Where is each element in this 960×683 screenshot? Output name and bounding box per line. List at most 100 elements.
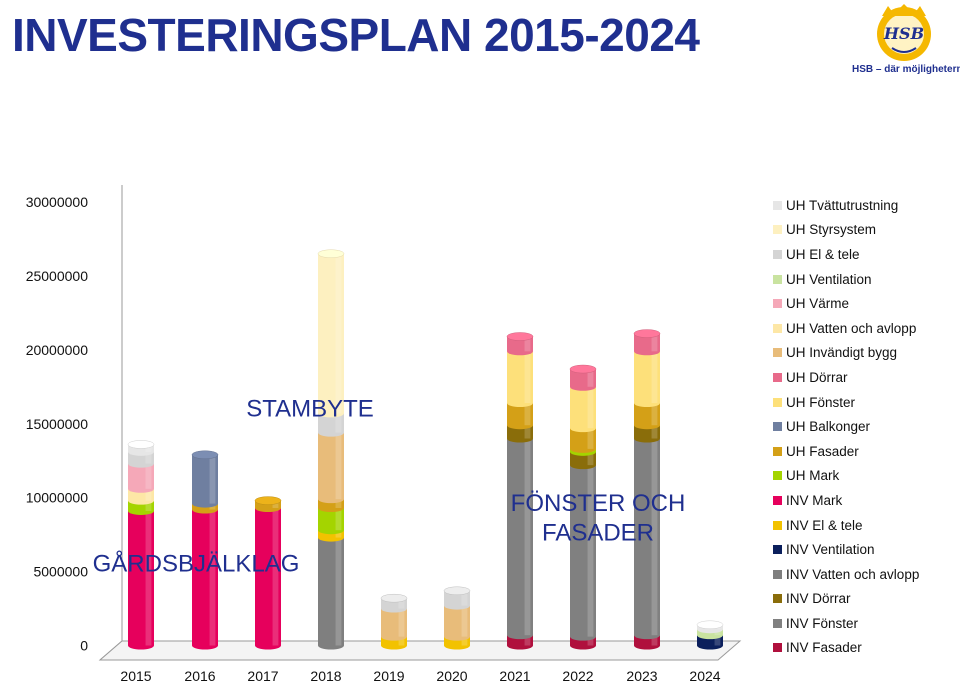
legend-label: INV Ventilation <box>786 542 875 558</box>
x-tick-label: 2021 <box>499 668 530 683</box>
legend-label: INV Fönster <box>786 615 859 631</box>
legend-label: UH Balkonger <box>786 419 871 435</box>
svg-text:HSB: HSB <box>883 24 924 43</box>
bar-top-cap <box>443 586 471 596</box>
legend-swatch <box>773 249 782 259</box>
bar-segment <box>255 508 281 650</box>
legend-item: UH Invändigt bygg <box>773 341 958 366</box>
y-tick-label: 15000000 <box>26 416 89 432</box>
bar-segment <box>570 465 596 641</box>
bar-segment <box>444 590 470 610</box>
bar-segment <box>634 351 660 408</box>
bar-segment <box>318 432 344 504</box>
x-tick-label: 2019 <box>373 668 404 683</box>
legend-swatch <box>773 299 782 309</box>
legend-swatch <box>773 569 782 579</box>
bar-segment <box>128 463 154 493</box>
bar-segment <box>128 451 154 468</box>
x-tick-label: 2018 <box>310 668 341 683</box>
legend-swatch <box>773 397 782 407</box>
bar-top-cap <box>127 440 155 449</box>
legend-label: UH Vatten och avlopp <box>786 320 917 336</box>
bar-segment <box>634 333 660 356</box>
legend-label: UH Värme <box>786 296 850 312</box>
bar-segment <box>192 509 218 650</box>
bar-segment <box>507 438 533 640</box>
bar-segment <box>444 605 470 641</box>
bar-segment <box>570 428 596 453</box>
bar-top-cap <box>317 249 345 258</box>
bar-top-cap <box>254 496 282 505</box>
y-tick-label: 5000000 <box>33 564 88 580</box>
bar-top-cap <box>696 620 724 630</box>
legend-label: UH Styrsystem <box>786 222 877 238</box>
legend-swatch <box>773 446 782 456</box>
legend-label: UH El & tele <box>786 246 860 262</box>
hsb-logo-mark: HSB <box>877 4 931 61</box>
chart-annotation: STAMBYTE <box>246 395 374 422</box>
chart-annotation: GÅRDSBJÄLKLAG <box>93 550 300 578</box>
legend-item: UH Mark <box>773 464 958 489</box>
x-tick-label: 2015 <box>120 668 151 683</box>
bar-segment <box>634 438 660 640</box>
bar-top-cap <box>633 329 661 338</box>
bar-segment <box>507 403 533 430</box>
bar-segment <box>634 635 660 650</box>
legend-item: INV Fasader <box>773 636 958 661</box>
bar-segment <box>128 510 154 650</box>
legend-label: UH Mark <box>786 468 840 484</box>
x-tick-label: 2016 <box>184 668 215 683</box>
bar-segment <box>128 500 154 515</box>
bar-segment <box>128 488 154 505</box>
legend-label: UH Dörrar <box>786 369 848 385</box>
legend-item: INV Vatten och avlopp <box>773 562 958 587</box>
y-tick-label: 10000000 <box>26 490 89 506</box>
legend-item: INV Fönster <box>773 611 958 636</box>
legend-label: INV Fasader <box>786 640 862 656</box>
x-tick-label: 2020 <box>436 668 467 683</box>
legend-item: UH Ventilation <box>773 267 958 292</box>
legend-label: INV El & tele <box>786 517 863 533</box>
bar-segment <box>318 508 344 535</box>
bar-segment <box>192 454 218 508</box>
bar-segment <box>381 608 407 641</box>
legend-swatch <box>773 520 782 530</box>
legend-label: UH Tvättutrustning <box>786 197 899 213</box>
bar-segment <box>634 425 660 443</box>
legend-label: UH Invändigt bygg <box>786 345 898 361</box>
legend-item: UH Balkonger <box>773 414 958 439</box>
bar-segment <box>507 336 533 356</box>
chart-annotation: FASADER <box>542 520 654 547</box>
legend-item: INV Ventilation <box>773 537 958 562</box>
legend-item: UH Tvättutrustning <box>773 193 958 218</box>
legend-item: UH El & tele <box>773 242 958 267</box>
legend-swatch <box>773 471 782 481</box>
bar-segment <box>507 351 533 408</box>
legend-label: UH Ventilation <box>786 271 872 287</box>
page-title: INVESTERINGSPLAN 2015-2024 <box>12 9 700 61</box>
chart-annotation: FÖNSTER OCH <box>511 490 686 517</box>
legend-swatch <box>773 274 782 284</box>
bar-segment <box>318 253 344 418</box>
legend-swatch <box>773 545 782 555</box>
legend-label: UH Fasader <box>786 443 859 459</box>
bar-segment <box>634 403 660 430</box>
hsb-logo: HSB <box>848 2 958 80</box>
legend-item: INV Mark <box>773 488 958 513</box>
chart-legend: UH Tvättutrustning UH Styrsystem UH El & t… <box>773 193 958 660</box>
y-tick-label: 20000000 <box>26 342 89 358</box>
legend-item: UH Vatten och avlopp <box>773 316 958 341</box>
legend-swatch <box>773 422 782 432</box>
logo-tagline: HSB – där möjligheterna bor <box>852 64 960 75</box>
legend-swatch <box>773 618 782 628</box>
chart-wall-left <box>99 185 123 661</box>
bar-top-cap <box>506 332 534 341</box>
bar-segment <box>570 369 596 391</box>
bar-segment <box>570 451 596 470</box>
legend-label: UH Fönster <box>786 394 856 410</box>
legend-item: INV El & tele <box>773 513 958 538</box>
x-tick-label: 2017 <box>247 668 278 683</box>
y-tick-label: 25000000 <box>26 268 89 284</box>
x-tick-label: 2023 <box>626 668 657 683</box>
